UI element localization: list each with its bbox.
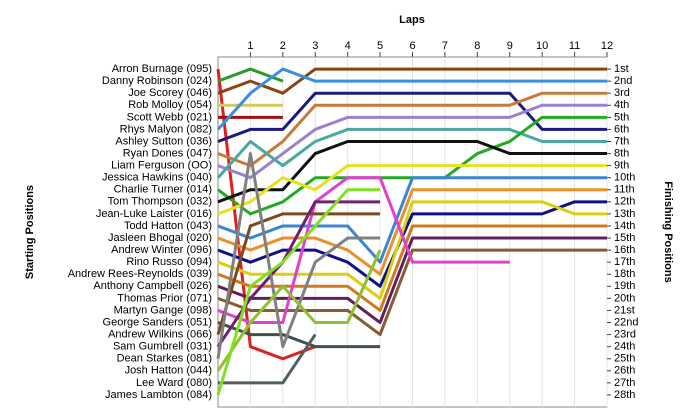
y2-tick-label: 13th (614, 208, 635, 220)
y2-tick-label: 20th (614, 292, 635, 304)
start-label: Danny Robinson (024) (102, 75, 212, 87)
y2-tick-label: 26th (614, 365, 635, 377)
y2-tick-label: 22nd (614, 316, 638, 328)
driver-line (216, 249, 382, 372)
driver-line (217, 91, 607, 168)
start-label: Todd Hatton (043) (124, 220, 212, 232)
y2-tick-label: 4th (614, 99, 629, 111)
start-label: Andrew Wilkins (066) (108, 328, 212, 340)
y2-tick-label: 24th (614, 341, 635, 353)
x-tick-label: 10 (536, 40, 548, 52)
driver-line (216, 67, 607, 131)
y2-tick-label: 9th (614, 160, 629, 172)
driver-line (217, 200, 607, 288)
start-label: Liam Ferguson (OO) (111, 160, 212, 172)
driver-line (218, 333, 317, 385)
x-tick-label: 2 (280, 40, 286, 52)
driver-line (217, 176, 510, 325)
y2-tick-label: 11th (614, 184, 635, 196)
y2-tick-label: 21st (614, 304, 635, 316)
y2-tick-label: 8th (614, 147, 629, 159)
start-label: Thomas Prior (071) (117, 292, 212, 304)
x-tick-label: 3 (312, 40, 318, 52)
x-tick-label: 11 (569, 40, 580, 52)
y2-axis-title: Finishing Positions (662, 181, 674, 282)
start-label: Martyn Gange (098) (114, 304, 212, 316)
y2-tick-label: 28th (614, 389, 635, 401)
y2-tick-label: 27th (614, 377, 635, 389)
driver-line (217, 236, 607, 325)
y2-tick-label: 25th (614, 353, 635, 365)
x-tick-label: 8 (474, 40, 480, 52)
driver-line (217, 103, 607, 180)
start-label: Tom Thompson (032) (108, 196, 212, 208)
driver-line (217, 67, 607, 95)
x-tick-label: 6 (409, 40, 415, 52)
x-tick-label: 4 (345, 40, 351, 52)
start-label: Scott Webb (021) (127, 111, 212, 123)
driver-line (217, 200, 607, 300)
start-label: Ryan Dones (047) (123, 147, 212, 159)
y2-tick-label: 14th (614, 220, 635, 232)
start-label: Josh Hatton (044) (125, 365, 212, 377)
y-axis-title: Starting Positions (24, 185, 36, 279)
x-tick-label: 12 (601, 40, 613, 52)
y2-tick-label: 1st (614, 63, 629, 75)
y2-tick-label: 12th (614, 196, 635, 208)
driver-line (216, 212, 381, 336)
y2-tick-label: 5th (614, 111, 629, 123)
x-tick-label: 1 (247, 40, 253, 52)
y2-tick-label: 18th (614, 268, 635, 280)
x-tick-label: 9 (507, 40, 513, 52)
start-label: Andrew Winter (096) (111, 244, 212, 256)
start-label: Charlie Turner (014) (114, 184, 212, 196)
y2-tick-label: 17th (614, 256, 635, 268)
y2-tick-label: 3rd (614, 87, 630, 99)
y2-tick-label: 23rd (614, 328, 636, 340)
driver-line (217, 91, 607, 143)
start-label: Jessica Hawkins (040) (102, 172, 212, 184)
start-label: Arron Burnage (095) (112, 63, 212, 75)
driver-line (217, 164, 607, 216)
start-label: Jasleen Bhogal (020) (108, 232, 212, 244)
start-label: Rhys Malyon (082) (120, 123, 212, 135)
start-label: Rino Russo (094) (126, 256, 212, 268)
driver-line (217, 188, 607, 276)
start-label: Anthony Campbell (026) (93, 280, 212, 292)
y2-tick-label: 10th (614, 172, 635, 184)
x-tick-label: 7 (442, 40, 448, 52)
start-label: Ashley Sutton (036) (115, 135, 212, 147)
start-label: Dean Starkes (081) (117, 353, 212, 365)
start-label: James Lambton (084) (105, 389, 212, 401)
start-label: Andrew Rees-Reynolds (039) (68, 268, 212, 280)
chart-title: Laps (399, 14, 425, 26)
y2-tick-label: 19th (614, 280, 635, 292)
start-label: Jean-Luke Laister (016) (96, 208, 212, 220)
start-label: Sam Gumbrell (031) (113, 341, 212, 353)
y2-tick-label: 7th (614, 135, 629, 147)
start-label: Rob Molloy (054) (128, 99, 212, 111)
driver-line (216, 127, 607, 179)
y2-tick-label: 15th (614, 232, 635, 244)
x-tick-label: 5 (377, 40, 383, 52)
y2-tick-label: 16th (614, 244, 635, 256)
start-label: George Sanders (051) (103, 316, 212, 328)
driver-line (216, 188, 381, 396)
driver-line (217, 248, 607, 337)
start-label: Joe Scorey (046) (128, 87, 212, 99)
driver-line (217, 176, 607, 264)
y2-tick-label: 2nd (614, 75, 632, 87)
y2-tick-label: 6th (614, 123, 629, 135)
driver-line (217, 139, 607, 204)
start-label: Lee Ward (080) (136, 377, 212, 389)
